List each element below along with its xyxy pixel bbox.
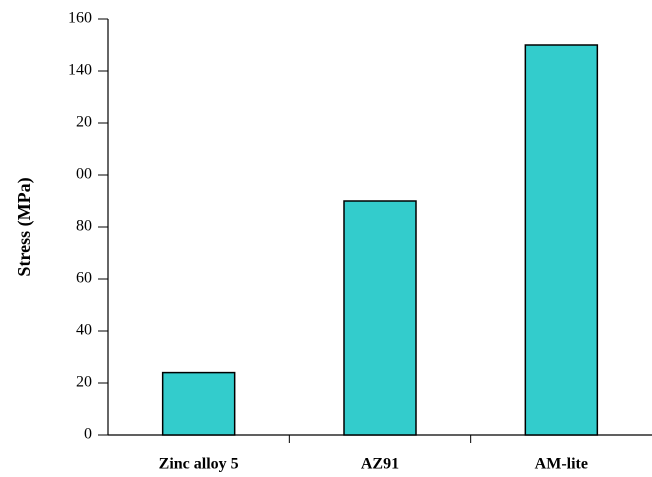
y-tick-label: 140	[68, 62, 92, 79]
y-tick-label: 40	[76, 322, 92, 339]
y-tick-label: 20	[76, 114, 92, 131]
x-tick-label: AZ91	[361, 456, 399, 473]
y-tick-label: 80	[76, 218, 92, 235]
y-tick-label: 60	[76, 270, 92, 287]
bar	[524, 44, 599, 436]
y-tick-label: 00	[76, 166, 92, 183]
y-axis-title: Stress (MPa)	[14, 177, 35, 276]
y-tick-label: 20	[76, 374, 92, 391]
y-tick-label: 0	[84, 426, 92, 443]
x-tick-label: Zinc alloy 5	[159, 456, 239, 473]
x-tick-label: AM-lite	[535, 456, 588, 473]
bar	[343, 200, 417, 436]
y-tick-label: 160	[68, 10, 92, 27]
bar	[161, 371, 236, 436]
